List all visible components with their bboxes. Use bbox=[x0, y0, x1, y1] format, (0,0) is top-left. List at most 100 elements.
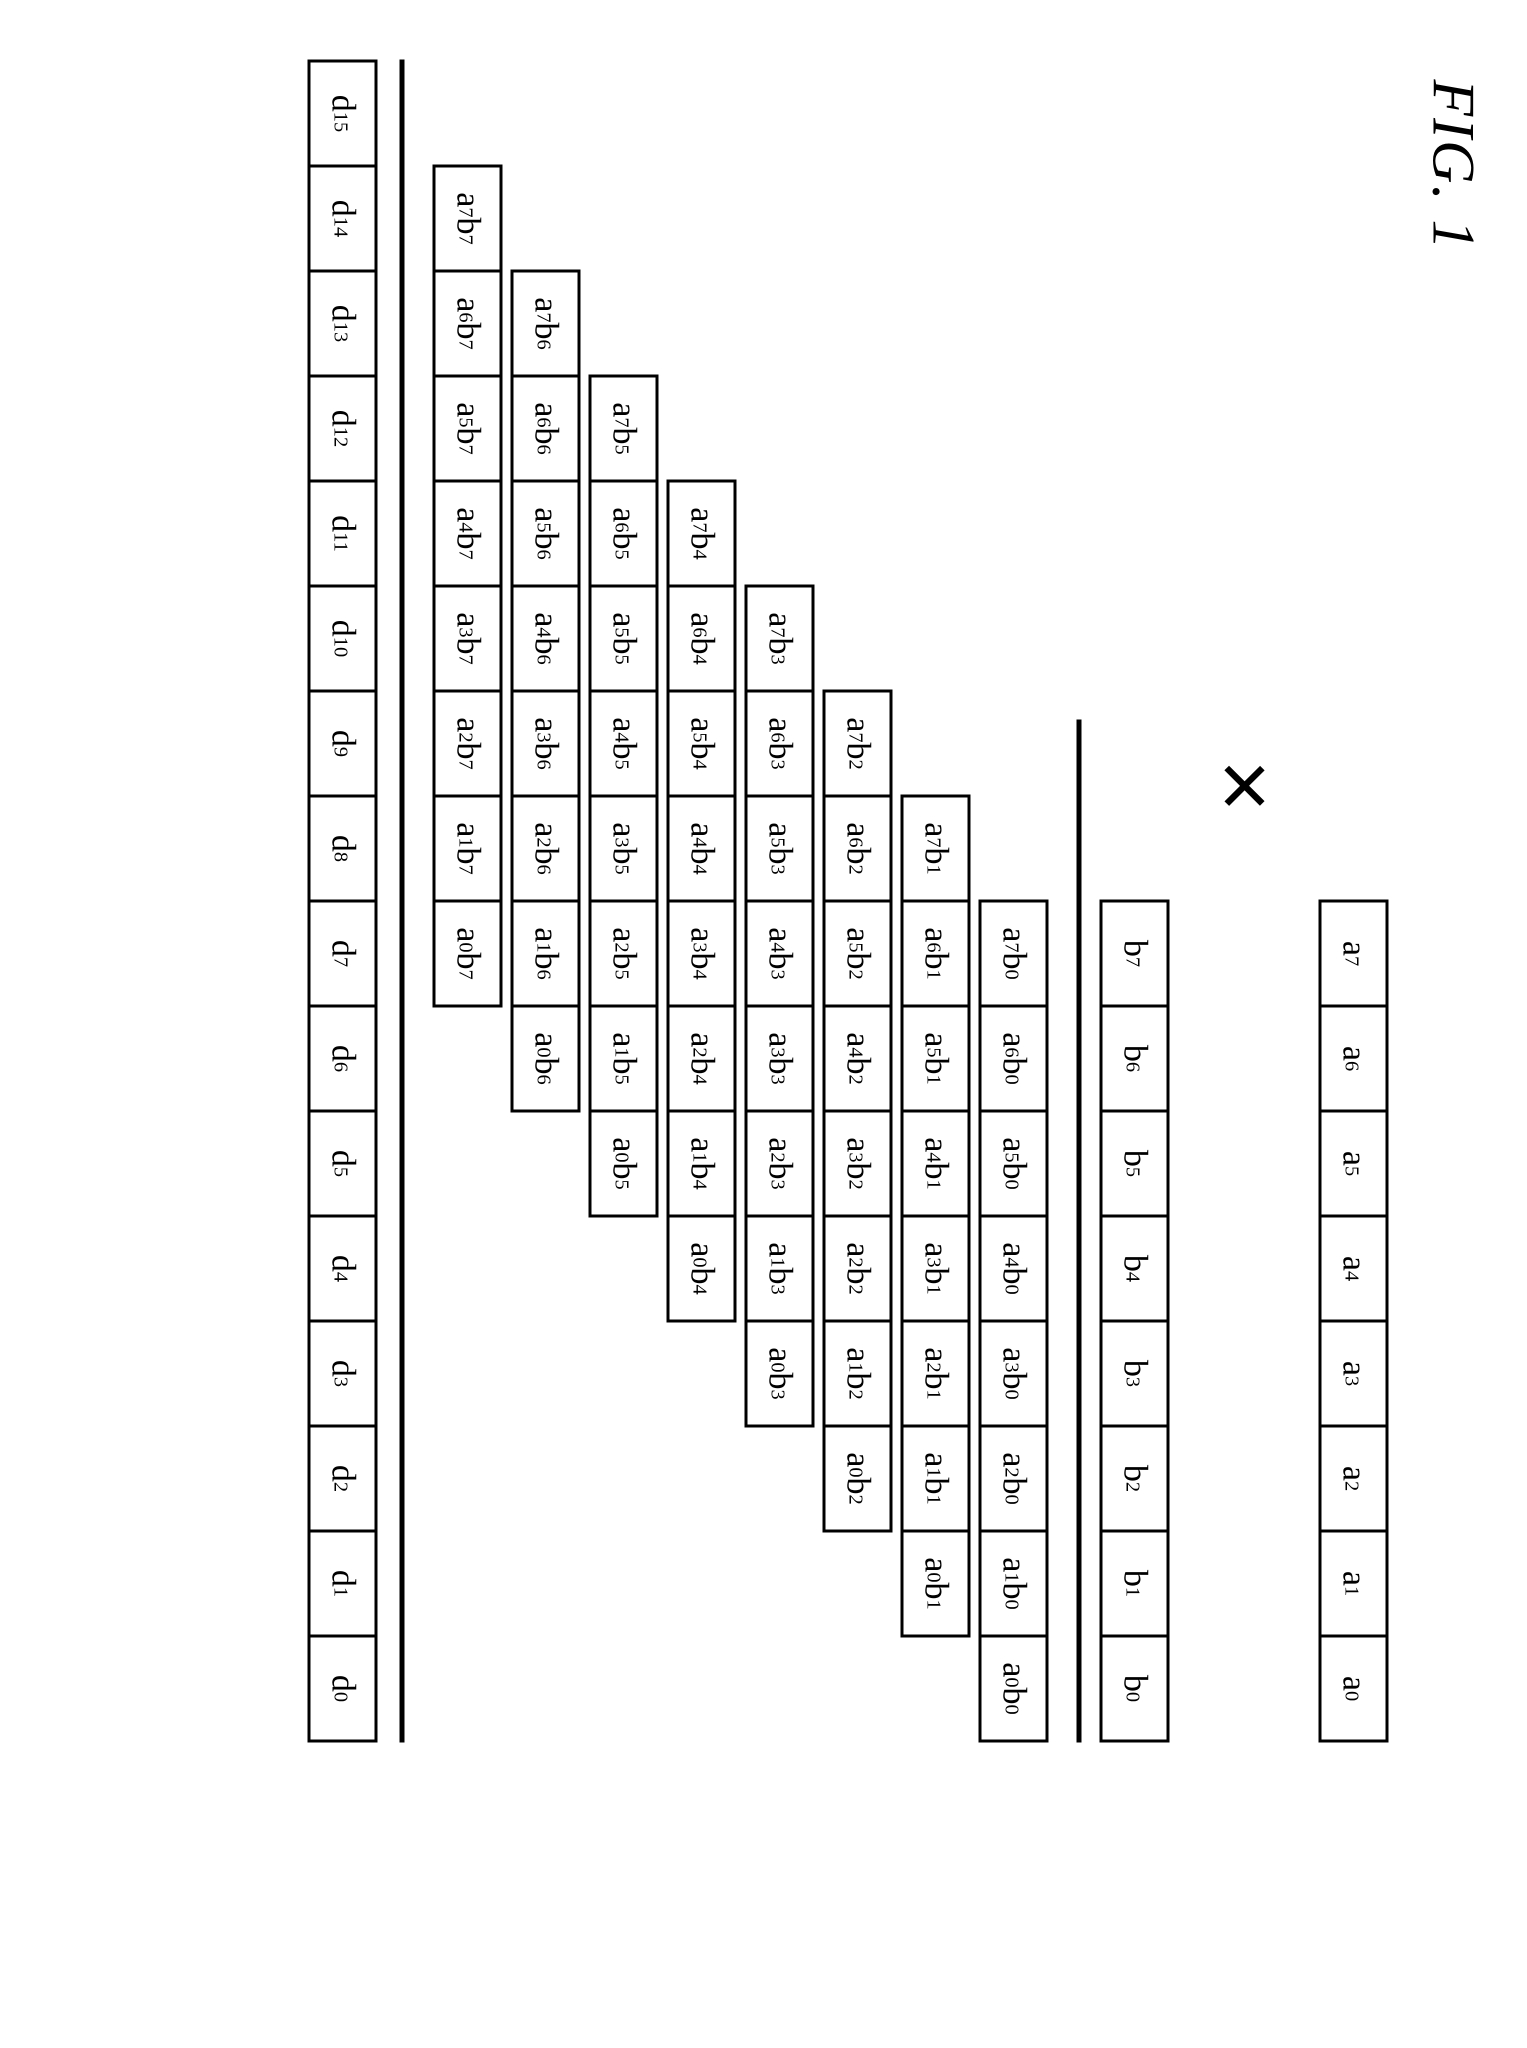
pp-cell: a2b2 bbox=[823, 1215, 893, 1323]
pp-cell: a1b2 bbox=[823, 1320, 893, 1428]
pp-cell: a4b0 bbox=[979, 1215, 1049, 1323]
result-bit: d3 bbox=[308, 1320, 378, 1428]
pp-cell: a5b6 bbox=[511, 480, 581, 588]
pp-cell: a3b2 bbox=[823, 1110, 893, 1218]
multiply-row: × bbox=[1178, 60, 1311, 1988]
pp-cell: a6b4 bbox=[667, 585, 737, 693]
pp-cell: a3b3 bbox=[745, 1005, 815, 1113]
pp-cell: a6b1 bbox=[901, 900, 971, 1008]
pp-cell: a4b4 bbox=[667, 795, 737, 903]
pp-cell: a0b0 bbox=[979, 1635, 1049, 1743]
pp-cell: a0b3 bbox=[745, 1320, 815, 1428]
pp-cell: a7b1 bbox=[901, 795, 971, 903]
pp-cell: a1b5 bbox=[589, 1005, 659, 1113]
pp-cell: a4b2 bbox=[823, 1005, 893, 1113]
pp-cell: a7b0 bbox=[979, 900, 1049, 1008]
pp-cell: a5b1 bbox=[901, 1005, 971, 1113]
partial-product-cells: a7b3a6b3a5b3a4b3a3b3a2b3a1b3a0b3 bbox=[745, 585, 815, 1428]
operand-a-row: a7a6a5a4a3a2a1a0 bbox=[1319, 60, 1389, 1988]
result-bit: d4 bbox=[308, 1215, 378, 1323]
pp-cell: a5b4 bbox=[667, 690, 737, 798]
operand-a-bit: a4 bbox=[1319, 1215, 1389, 1323]
result-cells-row: d15d14d13d12d11d10d9d8d7d6d5d4d3d2d1d0 bbox=[308, 60, 378, 1988]
pp-cell: a6b2 bbox=[823, 795, 893, 903]
pp-cell: a0b4 bbox=[667, 1215, 737, 1323]
operands-block: a7a6a5a4a3a2a1a0×b7b6b5b4b3b2b1b0 bbox=[1100, 60, 1389, 1988]
pp-cell: a4b5 bbox=[589, 690, 659, 798]
pp-cell: a1b4 bbox=[667, 1110, 737, 1218]
result-bit: d15 bbox=[308, 60, 378, 168]
pp-cell: a1b7 bbox=[433, 795, 503, 903]
pp-cell: a0b7 bbox=[433, 900, 503, 1008]
pp-cell: a5b5 bbox=[589, 585, 659, 693]
partial-product-row: a7b4a6b4a5b4a4b4a3b4a2b4a1b4a0b4 bbox=[667, 60, 737, 1988]
pp-cell: a4b1 bbox=[901, 1110, 971, 1218]
pp-cell: a3b5 bbox=[589, 795, 659, 903]
operand-b-bit: b0 bbox=[1100, 1635, 1170, 1743]
pp-cell: a1b0 bbox=[979, 1530, 1049, 1638]
operand-a-bit: a3 bbox=[1319, 1320, 1389, 1428]
pp-cell: a2b6 bbox=[511, 795, 581, 903]
pp-cell: a3b7 bbox=[433, 585, 503, 693]
pp-cell: a0b2 bbox=[823, 1425, 893, 1533]
pp-cell: a2b5 bbox=[589, 900, 659, 1008]
partial-product-cells: a7b1a6b1a5b1a4b1a3b1a2b1a1b1a0b1 bbox=[901, 795, 971, 1638]
result-bit: d6 bbox=[308, 1005, 378, 1113]
partial-product-cells: a7b6a6b6a5b6a4b6a3b6a2b6a1b6a0b6 bbox=[511, 270, 581, 1113]
result-bit: d0 bbox=[308, 1635, 378, 1743]
pp-cell: a0b5 bbox=[589, 1110, 659, 1218]
operand-a-bit: a1 bbox=[1319, 1530, 1389, 1638]
result-bit: d1 bbox=[308, 1530, 378, 1638]
partial-product-cells: a7b7a6b7a5b7a4b7a3b7a2b7a1b7a0b7 bbox=[433, 165, 503, 1008]
result-bit: d10 bbox=[308, 585, 378, 693]
operand-a-bit: a2 bbox=[1319, 1425, 1389, 1533]
pp-cell: a2b3 bbox=[745, 1110, 815, 1218]
pp-cell: a2b7 bbox=[433, 690, 503, 798]
pp-cell: a5b2 bbox=[823, 900, 893, 1008]
pp-cell: a6b0 bbox=[979, 1005, 1049, 1113]
partial-product-cells: a7b2a6b2a5b2a4b2a3b2a2b2a1b2a0b2 bbox=[823, 690, 893, 1533]
result-cells: d15d14d13d12d11d10d9d8d7d6d5d4d3d2d1d0 bbox=[308, 60, 378, 1743]
result-bit: d5 bbox=[308, 1110, 378, 1218]
pp-cell: a6b5 bbox=[589, 480, 659, 588]
partial-products: a7b0a6b0a5b0a4b0a3b0a2b0a1b0a0b0a7b1a6b1… bbox=[433, 60, 1049, 1988]
pp-cell: a7b7 bbox=[433, 165, 503, 273]
pp-cell: a0b1 bbox=[901, 1530, 971, 1638]
pp-cell: a3b4 bbox=[667, 900, 737, 1008]
pp-cell: a1b3 bbox=[745, 1215, 815, 1323]
partial-product-row: a7b1a6b1a5b1a4b1a3b1a2b1a1b1a0b1 bbox=[901, 60, 971, 1988]
operand-a-bit: a6 bbox=[1319, 1005, 1389, 1113]
result-bit: d12 bbox=[308, 375, 378, 483]
operand-b-bit: b4 bbox=[1100, 1215, 1170, 1323]
partial-product-row: a7b5a6b5a5b5a4b5a3b5a2b5a1b5a0b5 bbox=[589, 60, 659, 1988]
result-bit: d8 bbox=[308, 795, 378, 903]
partial-product-row: a7b7a6b7a5b7a4b7a3b7a2b7a1b7a0b7 bbox=[433, 60, 503, 1988]
result-bit: d11 bbox=[308, 480, 378, 588]
pp-cell: a5b0 bbox=[979, 1110, 1049, 1218]
result-bit: d14 bbox=[308, 165, 378, 273]
operand-a-bit: a5 bbox=[1319, 1110, 1389, 1218]
pp-cell: a1b1 bbox=[901, 1425, 971, 1533]
operand-b-bit: b5 bbox=[1100, 1110, 1170, 1218]
pp-cell: a7b6 bbox=[511, 270, 581, 378]
pp-cell: a7b3 bbox=[745, 585, 815, 693]
figure-1: FIG. 1 a7a6a5a4a3a2a1a0×b7b6b5b4b3b2b1b0… bbox=[1, 0, 1527, 2048]
result-bit: d2 bbox=[308, 1425, 378, 1533]
pp-cell: a2b4 bbox=[667, 1005, 737, 1113]
operand-a-bit: a0 bbox=[1319, 1635, 1389, 1743]
pp-cell: a5b7 bbox=[433, 375, 503, 483]
partial-product-row: a7b6a6b6a5b6a4b6a3b6a2b6a1b6a0b6 bbox=[511, 60, 581, 1988]
operand-b-bit: b3 bbox=[1100, 1320, 1170, 1428]
operand-a-bit: a7 bbox=[1319, 900, 1389, 1008]
partial-product-row: a7b2a6b2a5b2a4b2a3b2a2b2a1b2a0b2 bbox=[823, 60, 893, 1988]
result-bit: d7 bbox=[308, 900, 378, 1008]
operand-a-cells: a7a6a5a4a3a2a1a0 bbox=[1319, 900, 1389, 1743]
operand-b-bit: b6 bbox=[1100, 1005, 1170, 1113]
operand-b-row: b7b6b5b4b3b2b1b0 bbox=[1100, 60, 1170, 1988]
partial-product-cells: a7b4a6b4a5b4a4b4a3b4a2b4a1b4a0b4 bbox=[667, 480, 737, 1323]
pp-cell: a2b0 bbox=[979, 1425, 1049, 1533]
separator-line-bottom bbox=[400, 60, 405, 1743]
pp-cell: a7b2 bbox=[823, 690, 893, 798]
separator-line-top bbox=[1077, 720, 1082, 1743]
pp-cell: a3b6 bbox=[511, 690, 581, 798]
